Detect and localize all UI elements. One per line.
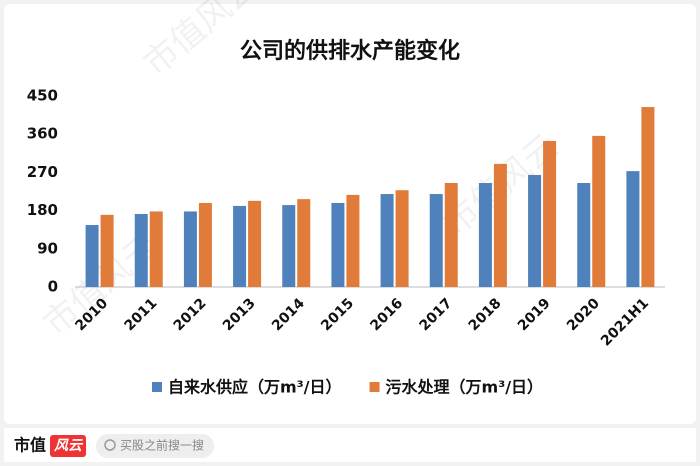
brand-logo-bg	[50, 435, 86, 457]
bar	[429, 194, 443, 287]
bar	[331, 202, 345, 287]
bar	[592, 135, 606, 287]
legend: 自来水供应（万m³/日） 污水处理（万m³/日）	[152, 378, 543, 397]
bar	[248, 200, 262, 287]
bar	[134, 213, 148, 287]
bar	[183, 211, 197, 287]
bar	[380, 194, 394, 287]
bar	[149, 211, 163, 287]
legend-swatch	[152, 382, 162, 392]
y-tick-label: 360	[27, 125, 58, 143]
brand-logo: 风云	[54, 438, 84, 454]
bar	[528, 174, 542, 287]
legend-label: 污水处理（万m³/日）	[386, 378, 544, 397]
bar	[233, 205, 247, 287]
search-box[interactable]	[96, 434, 214, 458]
bar	[641, 107, 655, 287]
chart-title: 公司的供排水产能变化	[240, 38, 460, 64]
legend-label: 自来水供应（万m³/日）	[168, 378, 342, 397]
y-tick-label: 270	[27, 163, 58, 181]
bar	[297, 199, 311, 287]
bar	[626, 171, 640, 287]
y-tick-label: 0	[48, 278, 58, 296]
bar	[543, 140, 557, 287]
y-tick-label: 180	[27, 201, 58, 219]
bar	[577, 183, 591, 287]
bar	[493, 163, 507, 287]
brand: 市值	[14, 436, 46, 455]
bar	[444, 183, 458, 287]
search-text: 买股之前搜一搜	[120, 438, 204, 453]
bar	[198, 202, 212, 287]
y-tick-label: 450	[27, 87, 58, 105]
legend-swatch	[369, 382, 380, 392]
bar	[100, 214, 114, 287]
bar	[395, 190, 409, 287]
bar	[478, 183, 492, 287]
bar	[346, 194, 360, 287]
y-tick-label: 90	[37, 239, 58, 257]
search-icon	[104, 439, 116, 451]
bar	[282, 205, 296, 287]
bar	[85, 225, 99, 287]
